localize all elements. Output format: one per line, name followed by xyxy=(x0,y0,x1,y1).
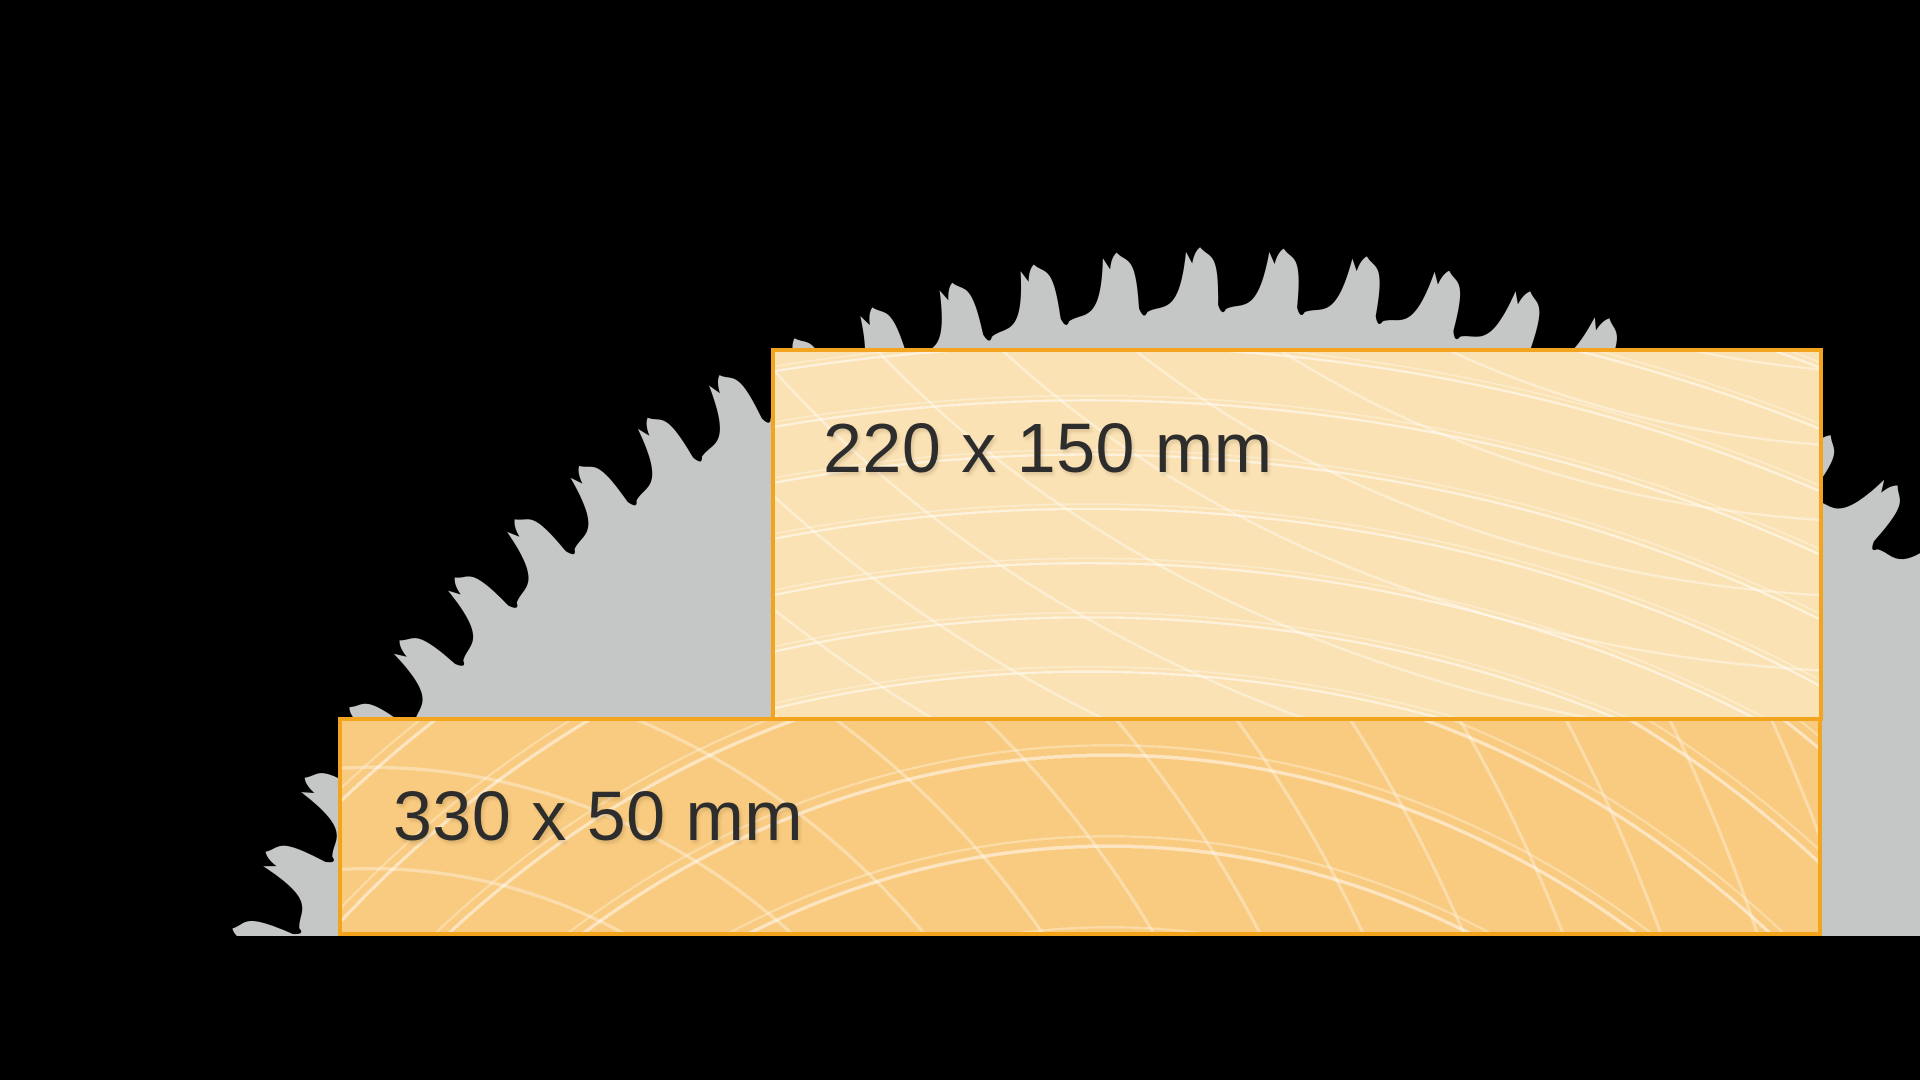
cut-capacity-label-bottom: 330 x 50 mm xyxy=(393,777,804,855)
workpiece-board-top: 220 x 150 mm xyxy=(771,348,1823,721)
cut-capacity-label-top: 220 x 150 mm xyxy=(823,409,1273,487)
workpiece-board-bottom: 330 x 50 mm xyxy=(338,717,1822,936)
